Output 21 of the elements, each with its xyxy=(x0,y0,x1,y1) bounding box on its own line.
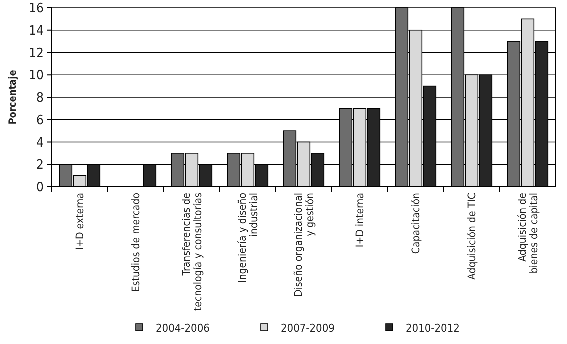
x-tick-label: Transferencias de tecnología y consultorías xyxy=(180,192,204,312)
y-tick-label: 2 xyxy=(36,158,44,174)
x-tick-label: Diseño organizacional y gestión xyxy=(292,192,316,298)
y-tick-label: 0 xyxy=(36,180,44,196)
y-tick-label: 4 xyxy=(36,136,44,151)
y-tick-label: 12 xyxy=(29,46,44,62)
x-tick-label: I+D externa xyxy=(74,193,87,250)
x-tick-label: Estudios de mercado xyxy=(130,192,143,292)
y-tick-label: 16 xyxy=(29,2,44,17)
y-tick-label: 14 xyxy=(29,24,44,39)
legend-label: 2004-2006 xyxy=(156,322,210,335)
x-tick-label: Adquisición de TIC xyxy=(466,192,479,280)
x-tick-label: Adquisición de bienes de capital xyxy=(516,192,540,274)
legend-label: 2007-2009 xyxy=(281,322,335,335)
y-tick-label: 8 xyxy=(36,91,44,106)
y-tick-label: 6 xyxy=(36,113,44,128)
x-tick-label: I+D interna xyxy=(354,193,367,248)
y-axis-title: Porcentaje xyxy=(8,70,19,125)
x-tick-label: Capacitación xyxy=(410,193,423,254)
legend-label: 2010-2012 xyxy=(406,322,460,335)
y-tick-label: 10 xyxy=(29,68,44,84)
